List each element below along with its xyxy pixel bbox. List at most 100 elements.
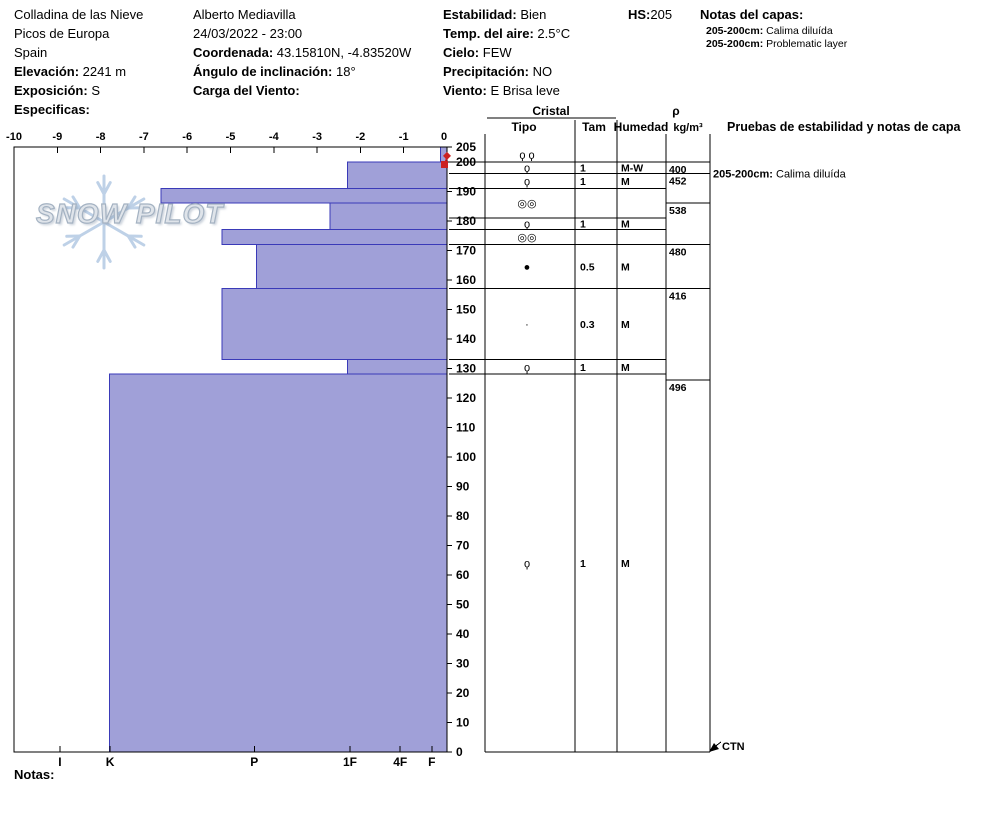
footer-notes-label: Notas: bbox=[14, 767, 55, 782]
depth-label: 150 bbox=[456, 302, 476, 316]
depth-label: 190 bbox=[456, 184, 476, 198]
grain-type-symbol: ϙ bbox=[524, 163, 530, 175]
density-value: 416 bbox=[669, 291, 687, 303]
hs-label: HS: bbox=[628, 7, 651, 22]
table-header-tipo: Tipo bbox=[511, 120, 536, 134]
elevation-value: 2241 m bbox=[82, 64, 127, 79]
layer-note: 205-200cm: Calima diluída bbox=[713, 169, 847, 181]
depth-label: 140 bbox=[456, 332, 476, 346]
grain-size-value: 1 bbox=[580, 176, 586, 188]
wind-row: Viento: E Brisa leve bbox=[443, 81, 570, 100]
hand-hardness-label: P bbox=[250, 755, 258, 769]
table-header-cristal: Cristal bbox=[532, 104, 569, 118]
table-header-rho: ρ bbox=[672, 104, 679, 118]
observer-name: Alberto Mediavilla bbox=[193, 7, 296, 22]
hardness-axis-label: -2 bbox=[356, 131, 366, 143]
depth-label: 0 bbox=[456, 745, 463, 759]
snow-layer-bar bbox=[221, 288, 448, 360]
snow-layer-bar bbox=[221, 229, 448, 245]
depth-label: 110 bbox=[456, 420, 476, 434]
humidity-value: M-W bbox=[621, 163, 643, 175]
hand-hardness-label: F bbox=[428, 755, 435, 769]
site-range: Picos de Europa bbox=[14, 26, 110, 41]
layer-note-range: 205-200cm: bbox=[706, 25, 764, 37]
depth-label: 50 bbox=[456, 597, 470, 611]
surface-marker-square bbox=[441, 161, 448, 169]
hardness-axis-label: -6 bbox=[182, 131, 192, 143]
air-temp-value: 2.5°C bbox=[537, 26, 571, 41]
grain-type-symbol: ϙ bbox=[524, 558, 530, 570]
hardness-axis-label: 0 bbox=[441, 131, 447, 143]
layer-notes-block: Notas del capas: 205-200cm: Calima diluí… bbox=[700, 5, 847, 50]
humidity-value: M bbox=[621, 362, 630, 374]
layer-note-item: 205-200cm: Problematic layer bbox=[700, 38, 847, 50]
table-header-humedad: Humedad bbox=[614, 120, 669, 134]
hardness-axis-label: -5 bbox=[226, 131, 236, 143]
grain-type-symbol: ϙ ϙ bbox=[519, 149, 534, 161]
snow-height-block: HS:205 bbox=[628, 5, 672, 24]
humidity-value: M bbox=[621, 219, 630, 231]
grain-type-symbol: ϙ bbox=[524, 176, 530, 188]
sky-row: Cielo: FEW bbox=[443, 43, 570, 62]
slope-angle-label: Ángulo de inclinación: bbox=[193, 64, 333, 79]
coordinates-label: Coordenada: bbox=[193, 45, 274, 60]
grain-type-symbol: ϙ bbox=[524, 362, 530, 374]
aspect-value: S bbox=[91, 83, 100, 98]
wind-load-row: Carga del Viento: bbox=[193, 81, 411, 100]
depth-label: 170 bbox=[456, 243, 476, 257]
precip-label: Precipitación: bbox=[443, 64, 529, 79]
snow-layer-bar bbox=[255, 243, 448, 290]
depth-label: 100 bbox=[456, 450, 476, 464]
table-header-rho-unit: kg/m³ bbox=[673, 122, 703, 134]
temperature-profile-line bbox=[444, 155, 448, 165]
humidity-value: M bbox=[621, 558, 630, 570]
layer-note-text: Problematic layer bbox=[766, 38, 848, 50]
slope-angle-row: Ángulo de inclinación: 18° bbox=[193, 62, 411, 81]
depth-label: 20 bbox=[456, 686, 470, 700]
grain-size-value: 0.3 bbox=[580, 319, 595, 331]
depth-label: 120 bbox=[456, 391, 476, 405]
sky-label: Cielo: bbox=[443, 45, 480, 60]
site-elevation-row: Elevación: 2241 m bbox=[14, 62, 143, 81]
depth-label: 180 bbox=[456, 214, 476, 228]
hand-hardness-label: 4F bbox=[393, 755, 407, 769]
layer-note-text: Calima diluída bbox=[766, 25, 833, 37]
depth-label: 40 bbox=[456, 627, 470, 641]
snow-layer-bar bbox=[346, 161, 448, 189]
hardness-axis-label: -10 bbox=[6, 131, 22, 143]
grain-type-symbol: ϙ bbox=[524, 219, 530, 231]
site-specifics-row: Especificas: bbox=[14, 100, 143, 119]
hs-value: 205 bbox=[650, 7, 673, 22]
aspect-label: Exposición: bbox=[14, 83, 88, 98]
air-temp-label: Temp. del aire: bbox=[443, 26, 534, 41]
layer-note-item: 205-200cm: Calima diluída bbox=[700, 25, 847, 37]
stability-test-label: CTN bbox=[722, 741, 745, 753]
hardness-axis-label: -4 bbox=[269, 131, 280, 143]
air-temp-row: Temp. del aire: 2.5°C bbox=[443, 24, 570, 43]
hardness-axis-label: -1 bbox=[399, 131, 409, 143]
grain-type-symbol: ● bbox=[524, 262, 531, 274]
grain-size-value: 1 bbox=[580, 163, 586, 175]
conditions-block: Estabilidad: Bien Temp. del aire: 2.5°C … bbox=[443, 5, 570, 100]
coordinates-row: Coordenada: 43.15810N, -4.83520W bbox=[193, 43, 411, 62]
depth-label: 30 bbox=[456, 656, 470, 670]
depth-label: 130 bbox=[456, 361, 476, 375]
density-value: 452 bbox=[669, 176, 687, 188]
slope-angle-value: 18° bbox=[336, 64, 356, 79]
site-info-block: Colladina de las Nieve Picos de Europa S… bbox=[14, 5, 143, 119]
stability-label: Estabilidad: bbox=[443, 7, 517, 22]
depth-label: 160 bbox=[456, 273, 476, 287]
stability-panel-header: Pruebas de estabilidad y notas de capa bbox=[727, 120, 961, 134]
grain-type-symbol: ◎◎ bbox=[517, 198, 536, 210]
hand-hardness-label: 1F bbox=[343, 755, 357, 769]
snow-layer-bar bbox=[160, 187, 448, 204]
humidity-value: M bbox=[621, 176, 630, 188]
depth-label: 70 bbox=[456, 538, 470, 552]
humidity-value: M bbox=[621, 262, 630, 274]
grain-size-value: 0.5 bbox=[580, 262, 595, 274]
coordinates-value: 43.15810N, -4.83520W bbox=[276, 45, 412, 60]
hs-row: HS:205 bbox=[628, 5, 672, 24]
hardness-axis-label: -7 bbox=[139, 131, 149, 143]
wind-load-label: Carga del Viento: bbox=[193, 83, 300, 98]
stability-row: Estabilidad: Bien bbox=[443, 5, 570, 24]
